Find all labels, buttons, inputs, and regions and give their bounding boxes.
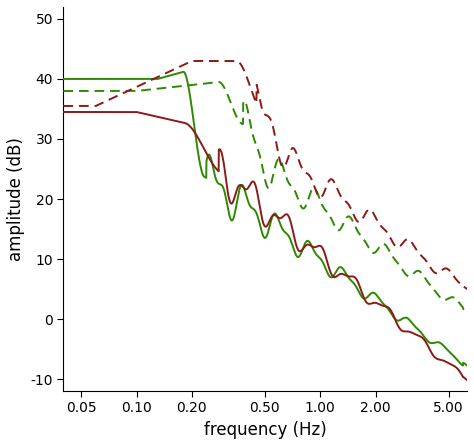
Y-axis label: amplitude (dB): amplitude (dB) bbox=[7, 137, 25, 261]
X-axis label: frequency (Hz): frequency (Hz) bbox=[204, 421, 327, 439]
